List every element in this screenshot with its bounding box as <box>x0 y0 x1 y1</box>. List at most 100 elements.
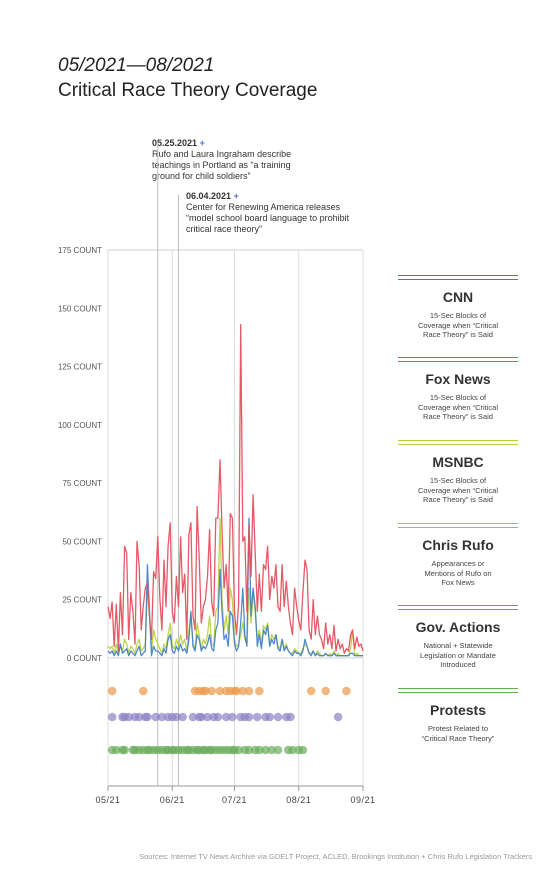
legend-description: 15-Sec Blocks of Coverage when “Critical R… <box>398 476 518 505</box>
legend-description-line: Race Theory” is Said <box>423 412 493 421</box>
legend-description-line: 15-Sec Blocks of <box>429 393 487 402</box>
event-dot-gov-actions <box>273 712 283 722</box>
source-note: Sources: Internet TV News Archive via GD… <box>139 852 532 861</box>
legend-swatch <box>398 275 518 280</box>
chart-title: Critical Race Theory Coverage <box>58 80 318 101</box>
legend-description-line: Race Theory” is Said <box>423 495 493 504</box>
event-dot-gov-actions <box>157 712 167 722</box>
legend-item-gov-actions: Gov. Actions National + Statewide Legislat… <box>398 605 518 670</box>
legend-description: Appearances or Mentions of Rufo on Fox New… <box>398 559 518 588</box>
legend-description-line: Coverage when “Critical <box>417 485 499 495</box>
legend-swatch <box>398 357 518 362</box>
legend-item-cnn: CNN 15-Sec Blocks of Coverage when “Critic… <box>398 275 518 340</box>
event-dot-protests <box>288 745 297 755</box>
legend-description-line: Introduced <box>440 660 476 669</box>
event-dot-protests <box>111 745 121 755</box>
legend-label: Gov. Actions <box>415 619 501 635</box>
y-tick-label: 175 COUNT <box>58 246 102 255</box>
event-dot-gov-actions <box>172 712 181 722</box>
event-dot-chris-rufo <box>306 686 316 696</box>
legend-item-protests: Protests Protest Related to “Critical Race… <box>398 688 518 743</box>
annotation-text-line: teachings in Portland as “a training <box>152 160 291 170</box>
legend-label: CNN <box>442 289 474 305</box>
y-tick-label: 100 COUNT <box>58 421 102 430</box>
event-dot-chris-rufo <box>321 686 330 696</box>
plus-icon: + <box>233 191 239 201</box>
event-dot-gov-actions <box>221 712 231 722</box>
event-dot-protests <box>273 745 283 755</box>
legend-description-line: Protest Related to <box>427 724 489 733</box>
legend-description: Protest Related to “Critical Race Theory” <box>398 724 518 743</box>
legend-description-line: Fox News <box>441 578 475 587</box>
event-dot-protests <box>234 745 243 755</box>
legend-description-line: Legislation or Mandate <box>420 650 496 660</box>
legend-label: Protests <box>429 702 487 718</box>
legend-swatch <box>398 523 518 528</box>
event-dot-gov-actions <box>228 712 237 722</box>
event-dot-gov-actions <box>151 712 160 722</box>
series-line-fox-news <box>107 323 364 654</box>
event-dot-protests <box>298 745 308 755</box>
legend-description-line: 15-Sec Blocks of <box>429 311 487 320</box>
annotation-text-line: critical race theory” <box>186 224 263 234</box>
y-tick-label: 0 COUNT <box>67 654 102 663</box>
legend-label: Chris Rufo <box>422 537 494 553</box>
event-dot-gov-actions <box>203 712 212 722</box>
event-dot-chris-rufo <box>201 686 210 696</box>
event-dot-gov-actions <box>188 712 198 722</box>
event-dot-gov-actions <box>196 712 206 722</box>
event-dot-chris-rufo <box>238 686 248 696</box>
x-tick-label: 06/21 <box>160 795 185 805</box>
legend-description-line: National + Statewide <box>423 641 493 650</box>
event-dot-gov-actions <box>265 712 275 722</box>
legend-description-line: Mentions of Rufo on <box>424 568 492 578</box>
event-dot-gov-actions <box>252 712 262 722</box>
legend-label: MSNBC <box>432 454 484 470</box>
legend-description: 15-Sec Blocks of Coverage when “Critical R… <box>398 393 518 422</box>
annotation-date: 05.25.2021 <box>152 138 198 148</box>
x-tick-label: 07/21 <box>222 795 247 805</box>
annotation-rufo-ingraham: 05.25.2021 + Rufo and Laura Ingraham des… <box>152 138 291 182</box>
legend-item-msnbc: MSNBC 15-Sec Blocks of Coverage when “Crit… <box>398 440 518 505</box>
event-dot-chris-rufo <box>215 686 225 696</box>
event-dot-chris-rufo <box>342 686 351 696</box>
event-dot-gov-actions <box>213 712 223 722</box>
legend-item-fox-news: Fox News 15-Sec Blocks of Coverage when “C… <box>398 357 518 422</box>
x-tick-label: 09/21 <box>350 795 375 805</box>
legend-description-line: Coverage when “Critical <box>417 320 499 330</box>
event-dot-chris-rufo <box>138 686 148 696</box>
event-dot-gov-actions <box>178 712 187 722</box>
x-tick-label: 08/21 <box>286 795 311 805</box>
event-dot-chris-rufo <box>107 686 117 696</box>
annotation-renewing-america: 06.04.2021 + Center for Renewing America… <box>186 191 349 235</box>
legend-swatch <box>398 688 518 693</box>
annotation-text-line: Rufo and Laura Ingraham describe <box>152 149 292 159</box>
event-dot-protests <box>261 745 270 755</box>
legend-description-line: “Critical Race Theory” <box>421 733 495 743</box>
event-dot-gov-actions <box>107 712 117 722</box>
event-dot-protests <box>267 745 277 755</box>
event-dot-protests <box>255 745 264 755</box>
plus-icon: + <box>199 138 205 148</box>
legend-description-line: Race Theory” is Said <box>423 330 493 339</box>
event-dot-chris-rufo <box>232 686 241 696</box>
event-dot-gov-actions <box>134 712 144 722</box>
legend-description-line: 15-Sec Blocks of <box>429 476 487 485</box>
event-dot-chris-rufo <box>244 686 254 696</box>
annotation-text-line: “model school board language to prohibit <box>186 213 350 223</box>
legend-item-chris-rufo: Chris Rufo Appearances or Mentions of Rufo… <box>398 523 518 588</box>
event-dot-protests <box>120 745 129 755</box>
annotation-text-line: ground for child soldiers” <box>152 171 251 181</box>
event-dot-protests <box>244 745 254 755</box>
legend-swatch <box>398 440 518 445</box>
event-dot-gov-actions <box>333 712 343 722</box>
legend-swatch <box>398 605 518 610</box>
event-dot-chris-rufo <box>255 686 264 696</box>
event-dot-chris-rufo <box>207 686 216 696</box>
period-label: 05/2021—08/2021 <box>58 55 215 76</box>
event-dot-gov-actions <box>124 712 134 722</box>
annotation-text-line: Center for Renewing America releases <box>186 202 341 212</box>
event-dot-gov-actions <box>286 712 295 722</box>
y-tick-label: 50 COUNT <box>62 537 102 546</box>
